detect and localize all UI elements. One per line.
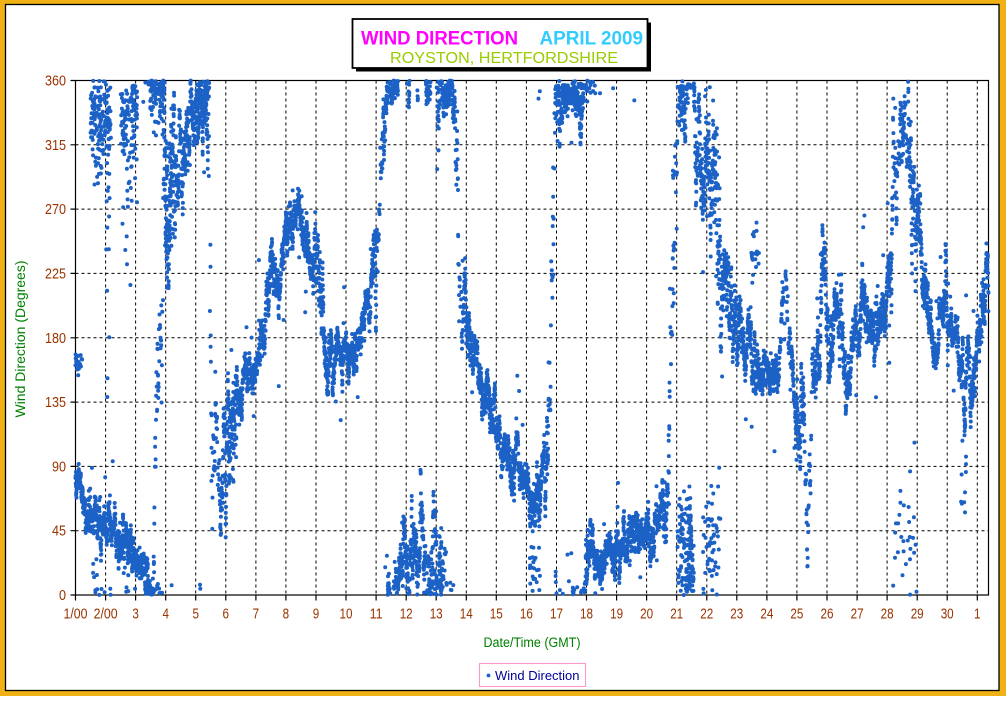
svg-text:5: 5 [192, 606, 199, 622]
svg-text:8: 8 [283, 606, 290, 622]
svg-text:30: 30 [941, 606, 954, 622]
svg-text:20: 20 [640, 606, 653, 622]
svg-text:Date/Time (GMT): Date/Time (GMT) [484, 635, 581, 650]
svg-text:26: 26 [821, 606, 834, 622]
svg-text:22: 22 [700, 606, 713, 622]
svg-text:WIND DIRECTION: WIND DIRECTION [361, 29, 518, 50]
svg-text:135: 135 [45, 395, 66, 411]
svg-text:0: 0 [59, 588, 66, 604]
svg-text:315: 315 [45, 138, 66, 154]
svg-text:Wind Direction: Wind Direction [495, 669, 580, 683]
svg-text:90: 90 [52, 459, 66, 475]
svg-text:360: 360 [45, 74, 66, 90]
svg-text:25: 25 [790, 606, 803, 622]
svg-text:15: 15 [490, 606, 503, 622]
svg-text:1: 1 [974, 606, 981, 622]
svg-text:11: 11 [370, 606, 383, 622]
svg-text:13: 13 [430, 606, 443, 622]
svg-text:4: 4 [162, 606, 169, 622]
svg-text:1/00: 1/00 [64, 606, 88, 622]
svg-text:21: 21 [670, 606, 683, 622]
svg-text:APRIL 2009: APRIL 2009 [540, 29, 644, 50]
svg-text:3: 3 [132, 606, 139, 622]
svg-text:29: 29 [911, 606, 924, 622]
svg-text:Wind Direction (Degrees): Wind Direction (Degrees) [12, 261, 28, 418]
svg-text:12: 12 [400, 606, 413, 622]
svg-text:225: 225 [45, 266, 66, 282]
svg-text:180: 180 [45, 331, 66, 347]
svg-text:27: 27 [851, 606, 864, 622]
svg-text:23: 23 [730, 606, 743, 622]
svg-text:17: 17 [550, 606, 563, 622]
svg-text:ROYSTON, HERTFORDSHIRE: ROYSTON, HERTFORDSHIRE [390, 50, 618, 67]
svg-text:24: 24 [760, 606, 773, 622]
svg-text:6: 6 [223, 606, 230, 622]
svg-text:9: 9 [313, 606, 320, 622]
svg-text:19: 19 [610, 606, 623, 622]
svg-text:7: 7 [253, 606, 260, 622]
svg-text:45: 45 [52, 524, 66, 540]
svg-text:28: 28 [881, 606, 894, 622]
svg-text:14: 14 [460, 606, 473, 622]
svg-text:18: 18 [580, 606, 593, 622]
svg-text:10: 10 [340, 606, 353, 622]
svg-text:16: 16 [520, 606, 533, 622]
svg-text:270: 270 [45, 202, 66, 218]
svg-text:2/00: 2/00 [94, 606, 118, 622]
